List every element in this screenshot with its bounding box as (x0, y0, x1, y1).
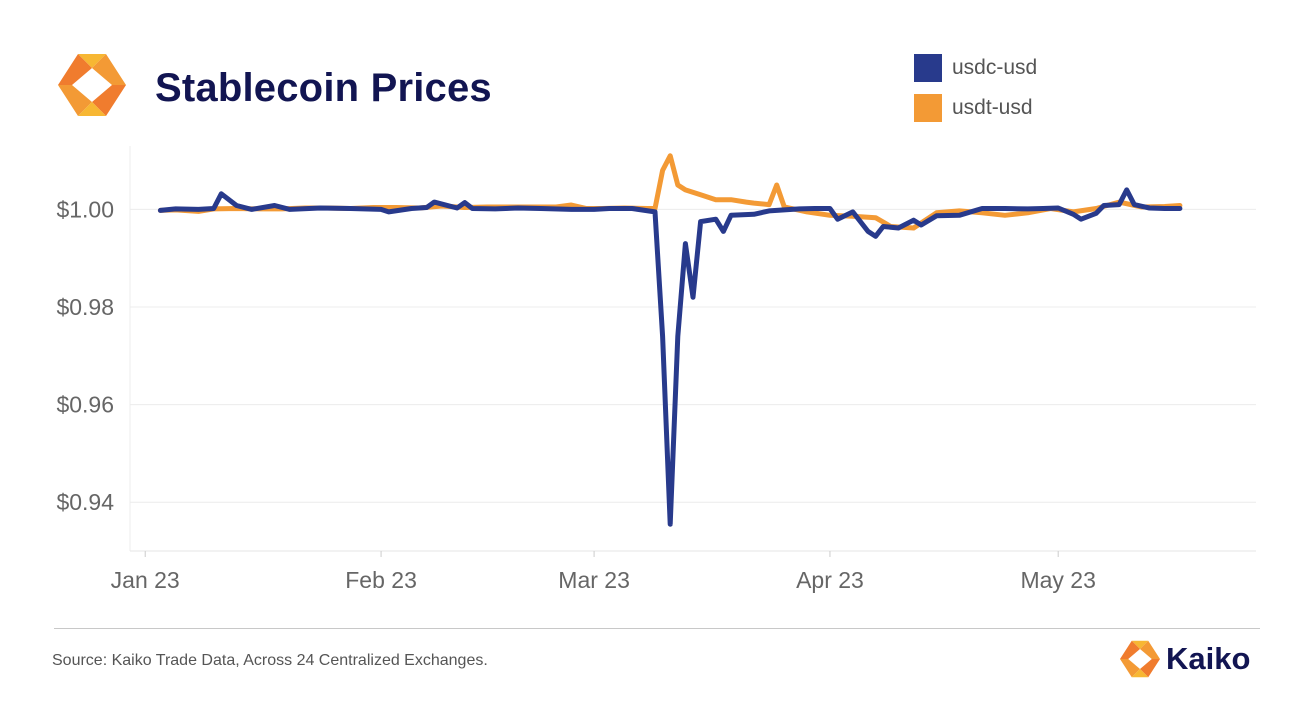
brand-name: Kaiko (1166, 641, 1251, 676)
y-tick-label: $0.96 (56, 392, 114, 418)
brand-logo: Kaiko (1120, 640, 1250, 678)
series-line-usdt-usd (157, 153, 1183, 231)
legend-label-usdc: usdc-usd (952, 56, 1038, 79)
footer-divider (54, 628, 1260, 629)
chart-title: Stablecoin Prices (155, 66, 492, 110)
axis-layer: $1.00 $0.98 $0.96 $0.94 Jan 23 Feb 23 Mar 23 Ap… (56, 196, 1095, 593)
legend-item-usdt: usdt-usd (914, 88, 1037, 128)
legend-item-usdc: usdc-usd (914, 48, 1037, 88)
y-tick-label: $1.00 (56, 196, 114, 222)
x-tick-label: Mar 23 (558, 567, 630, 593)
x-tick-label: Feb 23 (345, 567, 417, 593)
x-tick-label: Jan 23 (111, 567, 180, 593)
series-line-usdc-usd (157, 187, 1183, 527)
source-note: Source: Kaiko Trade Data, Across 24 Cent… (52, 652, 488, 669)
series-layer (157, 153, 1183, 527)
legend: usdc-usd usdt-usd (914, 48, 1037, 128)
legend-swatch-usdc (914, 54, 942, 82)
x-tick-label: May 23 (1020, 567, 1095, 593)
legend-swatch-usdt (914, 94, 942, 122)
kaiko-logo-icon (1120, 640, 1160, 678)
kaiko-logo-icon (58, 54, 126, 116)
y-tick-label: $0.94 (56, 489, 114, 515)
x-tick-label: Apr 23 (796, 567, 864, 593)
legend-label-usdt: usdt-usd (952, 96, 1033, 119)
grid-layer (129, 146, 1256, 552)
y-tick-label: $0.98 (56, 294, 114, 320)
